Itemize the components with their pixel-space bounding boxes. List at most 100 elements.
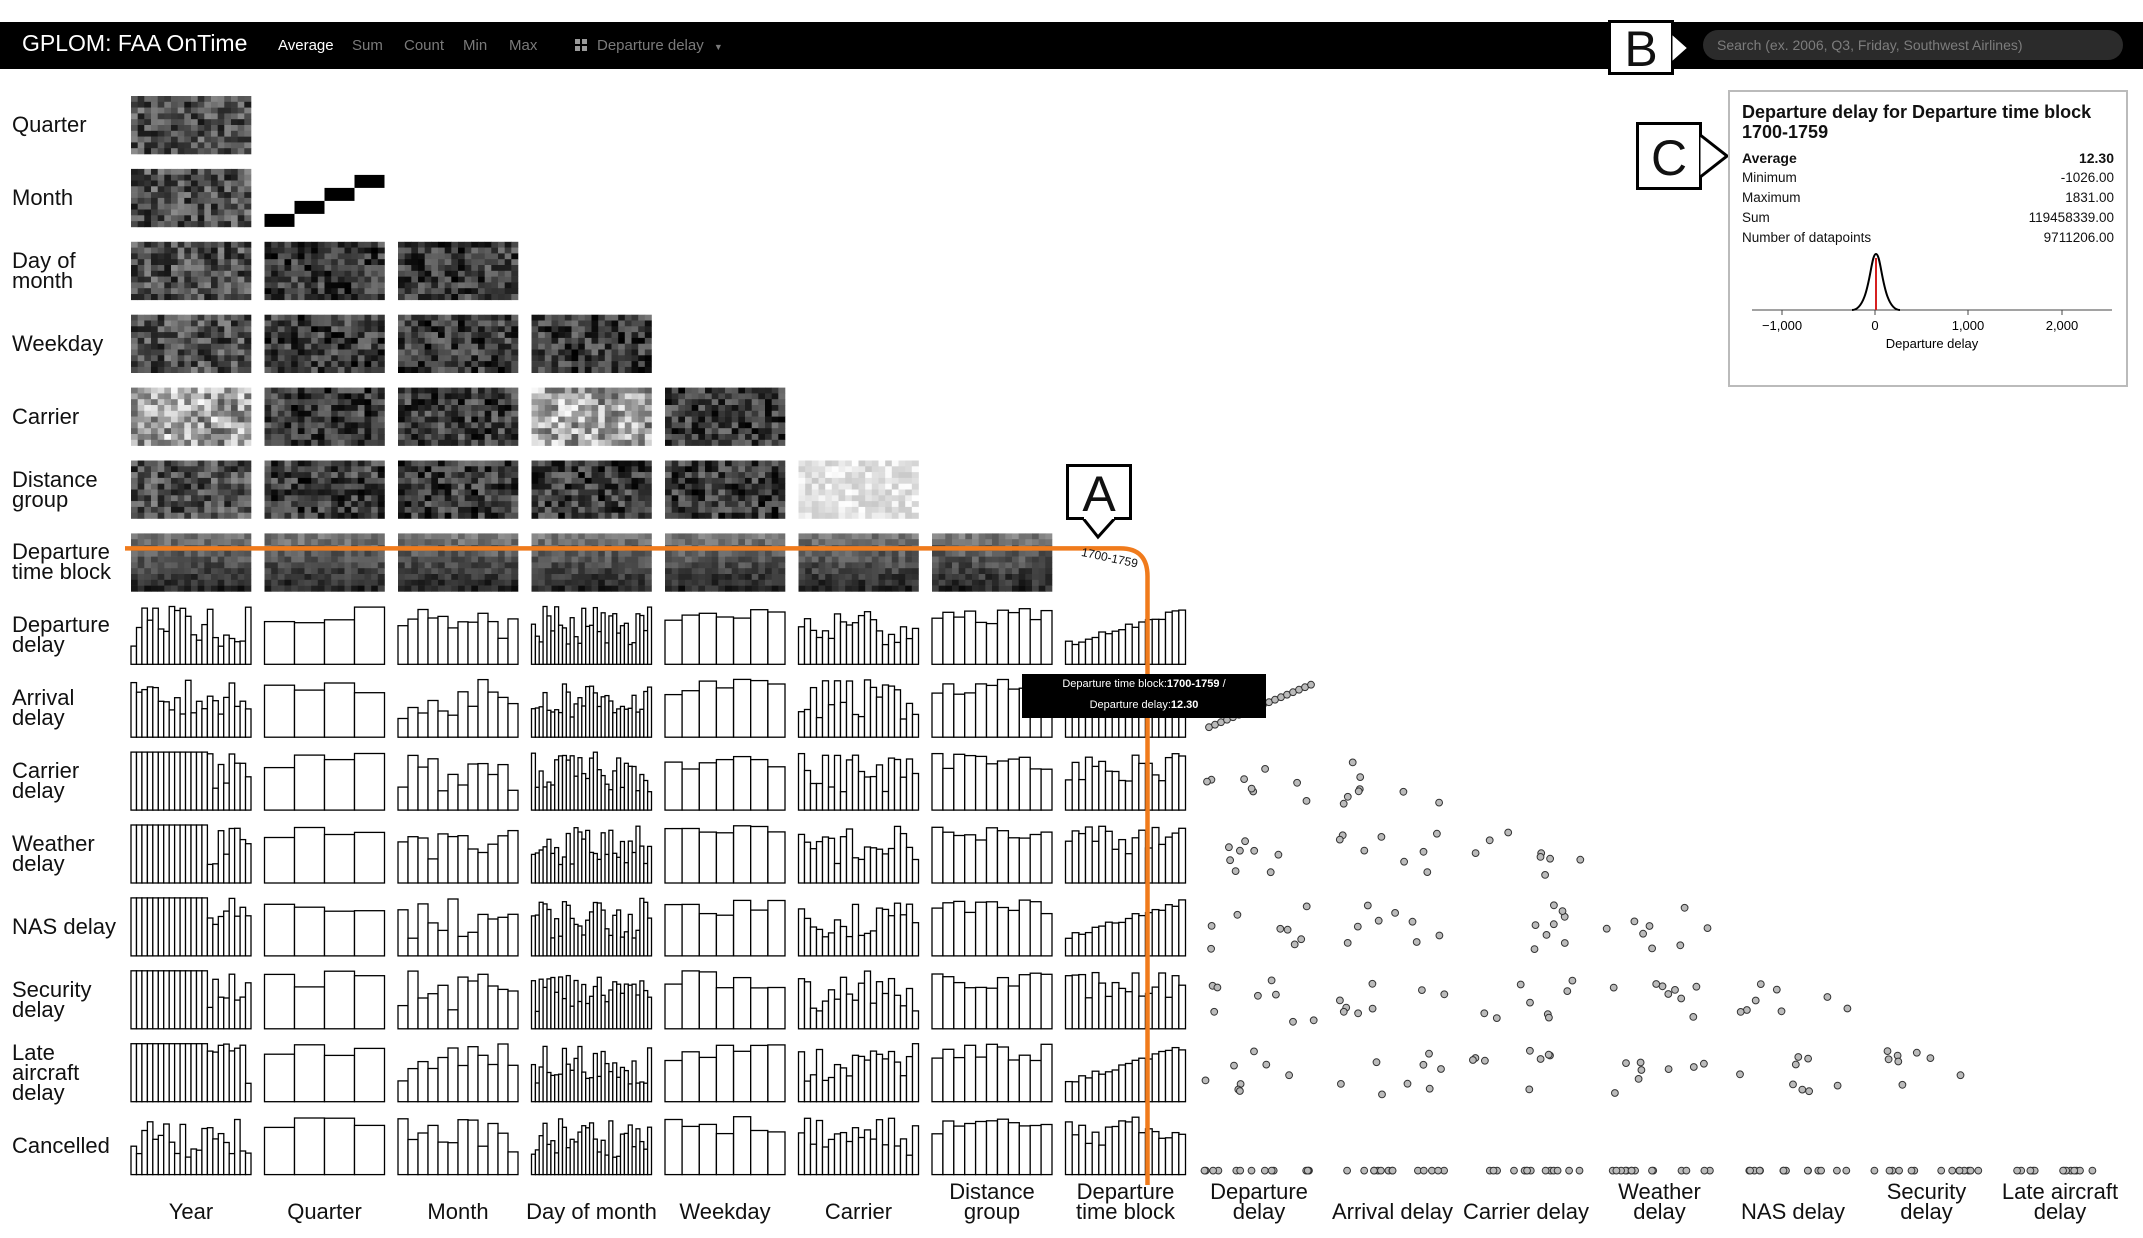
- heatmap-cell[interactable]: [398, 460, 519, 519]
- heatmap-block: [685, 533, 692, 540]
- heatmap-cell[interactable]: [531, 387, 652, 446]
- heatmap-block: [725, 489, 732, 496]
- heatmap-cell[interactable]: [398, 533, 519, 592]
- heatmap-block: [211, 483, 218, 490]
- heatmap-block: [871, 539, 879, 546]
- heatmap-block: [311, 460, 319, 467]
- heatmap-cell[interactable]: [531, 533, 652, 592]
- heatmap-cell[interactable]: [798, 533, 919, 592]
- heatmap-block: [177, 355, 185, 362]
- aggregation-max[interactable]: Max: [509, 37, 538, 54]
- heatmap-block: [911, 506, 919, 513]
- heatmap-block: [932, 585, 939, 592]
- bar-chart-cell[interactable]: [530, 605, 653, 665]
- heatmap-block: [357, 326, 365, 333]
- heatmap-block: [331, 253, 339, 260]
- heatmap-block: [144, 203, 152, 210]
- heatmap-block: [297, 259, 305, 266]
- heatmap-block: [571, 434, 579, 441]
- heatmap-cell[interactable]: [264, 460, 385, 519]
- heatmap-block: [1012, 539, 1019, 546]
- heatmap-block: [451, 399, 459, 406]
- heatmap-cell[interactable]: [398, 387, 519, 446]
- bar-chart-cell[interactable]: [397, 608, 519, 665]
- heatmap-block: [845, 585, 853, 592]
- heatmap-block: [484, 366, 492, 373]
- bar-chart-cell[interactable]: [797, 611, 920, 665]
- heatmap-cell[interactable]: [131, 241, 252, 301]
- heatmap-block: [571, 489, 579, 496]
- heatmap-block: [311, 550, 319, 557]
- heatmap-cell[interactable]: [131, 168, 252, 228]
- heatmap-block: [157, 282, 165, 289]
- heatmap-block: [237, 282, 245, 289]
- aggregation-sum[interactable]: Sum: [352, 37, 383, 54]
- bar-chart-cell[interactable]: [263, 606, 386, 665]
- heatmap-cell[interactable]: [531, 460, 652, 519]
- heatmap-cell[interactable]: [398, 314, 519, 373]
- heatmap-block: [958, 585, 966, 592]
- heatmap-block: [177, 568, 185, 575]
- heatmap-block: [431, 533, 439, 540]
- measure-dropdown[interactable]: Departure delay ▼: [575, 37, 723, 54]
- heatmap-block: [758, 585, 766, 592]
- heatmap-block: [558, 501, 566, 508]
- heatmap-block: [738, 495, 746, 502]
- heatmap-block: [451, 270, 459, 277]
- heatmap-cell[interactable]: [798, 460, 919, 519]
- heatmap-block: [511, 405, 519, 412]
- heatmap-block: [484, 585, 492, 592]
- aggregation-average[interactable]: Average: [278, 37, 334, 54]
- heatmap-block: [411, 501, 419, 508]
- heatmap-block: [478, 533, 485, 540]
- heatmap-block: [204, 148, 212, 155]
- heatmap-cell[interactable]: [264, 387, 385, 446]
- heatmap-cell[interactable]: [398, 241, 519, 301]
- bar-chart-cell[interactable]: [664, 609, 786, 665]
- heatmap-block: [718, 483, 726, 490]
- heatmap-block: [471, 460, 479, 467]
- heatmap-cell[interactable]: [131, 314, 252, 373]
- aggregation-min[interactable]: Min: [463, 37, 488, 54]
- heatmap-block: [151, 101, 158, 108]
- heatmap-block: [458, 556, 465, 563]
- aggregation-count[interactable]: Count: [404, 37, 445, 54]
- heatmap-block: [598, 539, 606, 546]
- heatmap-block: [231, 434, 238, 441]
- heatmap-cell[interactable]: [131, 460, 252, 519]
- heatmap-cell[interactable]: [665, 387, 786, 446]
- heatmap-block: [471, 247, 479, 254]
- heatmap-block: [191, 533, 198, 540]
- heatmap-block: [751, 556, 759, 563]
- heatmap-cell[interactable]: [131, 96, 252, 155]
- heatmap-block: [144, 337, 152, 344]
- heatmap-cell[interactable]: [264, 241, 385, 301]
- heatmap-block: [838, 585, 846, 592]
- heatmap-block: [718, 416, 726, 423]
- heatmap-block: [511, 247, 519, 254]
- heatmap-block: [731, 434, 739, 441]
- heatmap-cell[interactable]: [131, 387, 252, 446]
- bar: [130, 645, 138, 665]
- heatmap-block: [164, 349, 172, 356]
- heatmap-cell[interactable]: [932, 533, 1053, 592]
- heatmap-cell[interactable]: [131, 533, 252, 592]
- heatmap-block: [277, 556, 285, 563]
- heatmap-block: [244, 174, 252, 181]
- heatmap-block: [264, 512, 272, 519]
- heatmap-block: [177, 574, 185, 581]
- heatmap-block: [598, 506, 606, 513]
- heatmap-cell[interactable]: [264, 174, 385, 227]
- heatmap-block: [898, 483, 906, 490]
- heatmap-cell[interactable]: [665, 533, 786, 592]
- heatmap-block: [484, 241, 492, 248]
- heatmap-cell[interactable]: [665, 460, 786, 519]
- heatmap-cell[interactable]: [264, 314, 385, 373]
- heatmap-cell[interactable]: [264, 533, 385, 592]
- heatmap-block: [304, 265, 312, 272]
- bar-chart-cell[interactable]: [130, 605, 252, 665]
- heatmap-block: [424, 393, 432, 400]
- heatmap-block: [711, 460, 719, 467]
- heatmap-cell[interactable]: [531, 314, 652, 373]
- search-input[interactable]: [1703, 30, 2123, 60]
